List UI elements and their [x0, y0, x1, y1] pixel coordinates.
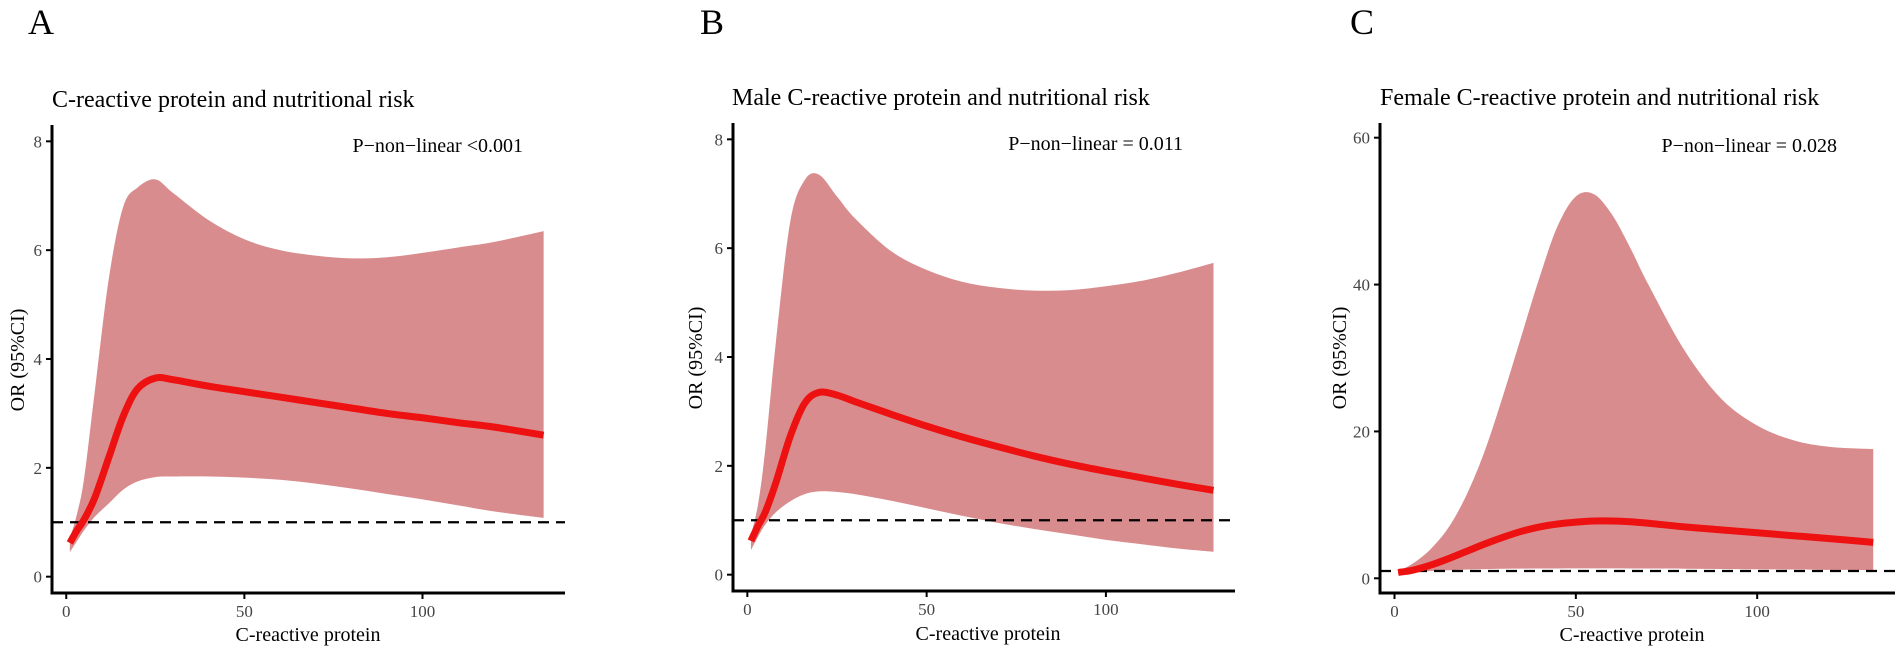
x-axis-title-c: C-reactive protein	[1560, 624, 1705, 646]
p-value-annotation-c: P−non−linear = 0.028	[1662, 135, 1838, 157]
plot-b: 0 2 4 6 8 0 50 100	[715, 123, 1235, 619]
panel-b: B Male C-reactive protein and nutritiona…	[685, 2, 1235, 645]
x-tick-label: 50	[236, 602, 253, 621]
x-tick-label: 50	[1567, 602, 1584, 621]
chart-title-a: C-reactive protein and nutritional risk	[52, 87, 415, 113]
y-tick-label: 6	[34, 241, 43, 260]
x-tick-label: 0	[743, 600, 752, 619]
y-tick-label: 40	[1353, 276, 1370, 295]
x-tick-label: 100	[1744, 602, 1770, 621]
y-tick-label: 8	[34, 132, 43, 151]
x-tick-label: 100	[1093, 600, 1119, 619]
panel-letter-c: C	[1350, 2, 1374, 42]
panel-letter-a: A	[28, 2, 54, 42]
x-tick-label: 100	[410, 602, 436, 621]
x-tick-label: 0	[62, 602, 71, 621]
chart-title-c: Female C-reactive protein and nutritiona…	[1380, 85, 1819, 111]
p-value-annotation-b: P−non−linear = 0.011	[1008, 133, 1183, 155]
x-axis-title-b: C-reactive protein	[916, 623, 1061, 645]
y-axis-title-b: OR (95%CI)	[685, 307, 707, 410]
y-tick-label: 8	[715, 130, 724, 149]
y-tick-label: 60	[1353, 129, 1370, 148]
p-value-annotation-a: P−non−linear <0.001	[353, 135, 524, 157]
or-curve	[1397, 517, 1874, 576]
ci-band	[1398, 192, 1874, 574]
y-tick-label: 6	[715, 239, 724, 258]
y-tick-label: 4	[34, 350, 43, 369]
or-curve	[66, 373, 545, 545]
ci-band	[750, 173, 1214, 552]
panel-a: A C-reactive protein and nutritional ris…	[7, 2, 565, 646]
y-tick-label: 2	[34, 459, 43, 478]
y-tick-label: 20	[1353, 422, 1370, 441]
y-tick-label: 0	[1362, 569, 1371, 588]
panel-letter-b: B	[700, 2, 724, 42]
y-axis-title-c: OR (95%CI)	[1329, 307, 1351, 410]
plot-c: 0 20 40 60 0 50 100	[1353, 123, 1895, 621]
y-tick-label: 0	[715, 566, 724, 585]
y-tick-label: 4	[715, 348, 724, 367]
plot-a: 0 2 4 6 8 0 50 100	[34, 125, 565, 621]
y-tick-label: 2	[715, 457, 724, 476]
x-axis-title-a: C-reactive protein	[236, 624, 381, 646]
panel-c: C Female C-reactive protein and nutritio…	[1329, 2, 1895, 646]
x-tick-label: 50	[918, 600, 935, 619]
y-tick-label: 0	[34, 568, 43, 587]
or-curve	[747, 388, 1215, 543]
chart-title-b: Male C-reactive protein and nutritional …	[732, 85, 1150, 111]
y-axis-title-a: OR (95%CI)	[7, 309, 29, 412]
ci-band	[69, 179, 544, 553]
x-tick-label: 0	[1390, 602, 1399, 621]
